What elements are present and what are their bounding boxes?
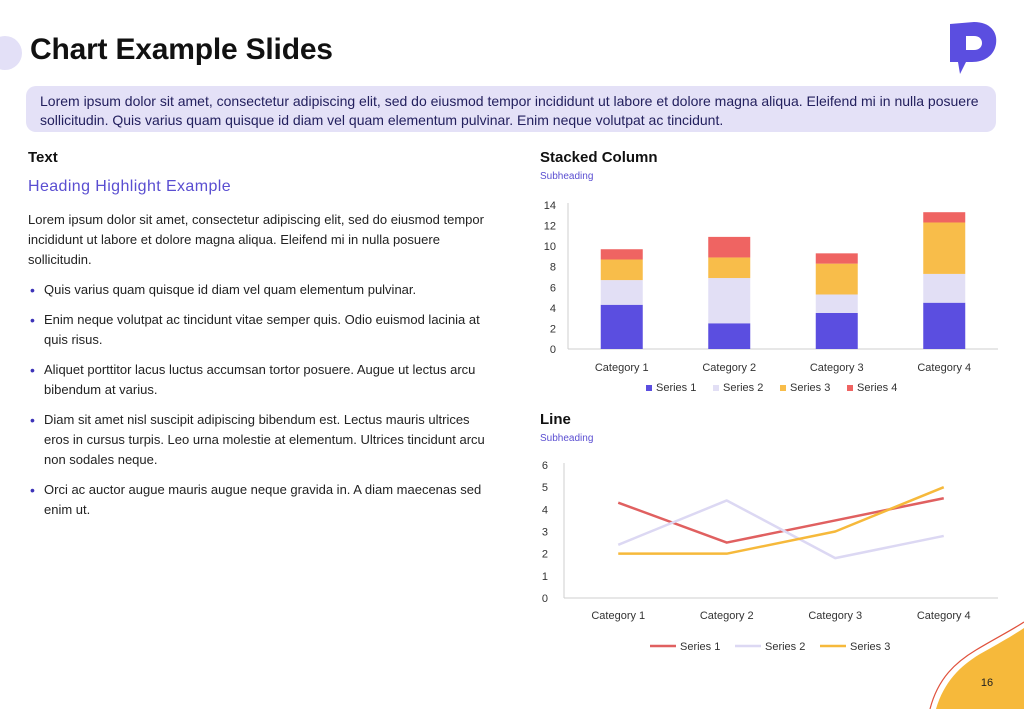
decorative-circle [0,36,22,70]
legend-label: Series 2 [723,382,763,394]
bar-segment [815,253,858,264]
legend-swatch [780,385,786,391]
stacked-chart-title: Stacked Column [540,149,658,166]
heading-highlight: Heading Highlight Example [28,178,231,195]
legend-label: Series 3 [790,382,830,394]
bar-segment [600,280,643,305]
legend-swatch [646,385,652,391]
x-tick-label: Category 2 [700,610,754,622]
y-tick-label: 10 [544,241,556,253]
bar-segment [600,304,643,349]
y-tick-label: 0 [550,344,556,356]
bar-segment [815,313,858,349]
stacked-chart-subtitle: Subheading [540,171,594,182]
legend-swatch [847,385,853,391]
page-number: 16 [980,677,994,689]
text-body: Lorem ipsum dolor sit amet, consectetur … [28,210,488,530]
bar-segment [708,323,751,349]
x-tick-label: Category 4 [917,362,971,374]
y-tick-label: 0 [542,593,548,605]
bullet-item: Orci ac auctor augue mauris augue neque … [28,480,488,520]
y-tick-label: 5 [542,482,548,494]
x-tick-label: Category 1 [591,610,645,622]
line-chart-subtitle: Subheading [540,433,594,444]
y-tick-label: 1 [542,571,548,583]
y-tick-label: 6 [542,460,548,472]
y-tick-label: 4 [550,303,556,315]
legend-label: Series 4 [857,382,897,394]
text-section-label: Text [28,149,58,166]
bar-segment [708,257,751,279]
bar-segment [923,222,966,274]
brand-logo-icon [950,22,997,74]
legend-label: Series 1 [680,641,720,653]
legend-swatch [713,385,719,391]
bar-segment [815,294,858,313]
bar-segment [923,212,966,223]
bar-segment [923,302,966,349]
bar-segment [600,259,643,281]
bar-segment [708,278,751,324]
legend-label: Series 1 [656,382,696,394]
y-tick-label: 3 [542,527,548,539]
intro-banner: Lorem ipsum dolor sit amet, consectetur … [26,86,996,132]
bullet-list: Quis varius quam quisque id diam vel qua… [28,280,488,520]
bullet-item: Diam sit amet nisl suscipit adipiscing b… [28,410,488,470]
y-tick-label: 2 [542,549,548,561]
y-tick-label: 4 [542,504,548,516]
y-tick-label: 2 [550,323,556,335]
bar-segment [600,249,643,260]
y-tick-label: 8 [550,262,556,274]
x-tick-label: Category 2 [702,362,756,374]
y-tick-label: 14 [544,200,556,212]
y-tick-label: 12 [544,221,556,233]
x-tick-label: Category 3 [810,362,864,374]
slide-title: Chart Example Slides [30,33,333,66]
stacked-column-chart: 0 2 4 6 8 10 12 14 Category 1 Category 2 Category … [544,200,998,394]
body-paragraph: Lorem ipsum dolor sit amet, consectetur … [28,212,484,267]
x-tick-label: Category 4 [917,610,971,622]
series-line [617,497,945,544]
bar-segment [923,273,966,303]
series-line [617,499,945,560]
x-tick-label: Category 1 [595,362,649,374]
bar-segment [708,236,751,258]
line-chart: 0 1 2 3 4 5 6 Category 1 Category 2 Category 3 Cat… [542,460,998,653]
bullet-item: Enim neque volutpat ac tincidunt vitae s… [28,310,488,350]
bullet-item: Aliquet porttitor lacus luctus accumsan … [28,360,488,400]
legend-label: Series 2 [765,641,805,653]
bullet-item: Quis varius quam quisque id diam vel qua… [28,280,488,300]
legend-label: Series 3 [850,641,890,653]
x-tick-label: Category 3 [808,610,862,622]
series-line [618,486,945,555]
line-chart-title: Line [540,411,571,428]
bar-segment [815,263,858,295]
y-tick-label: 6 [550,282,556,294]
